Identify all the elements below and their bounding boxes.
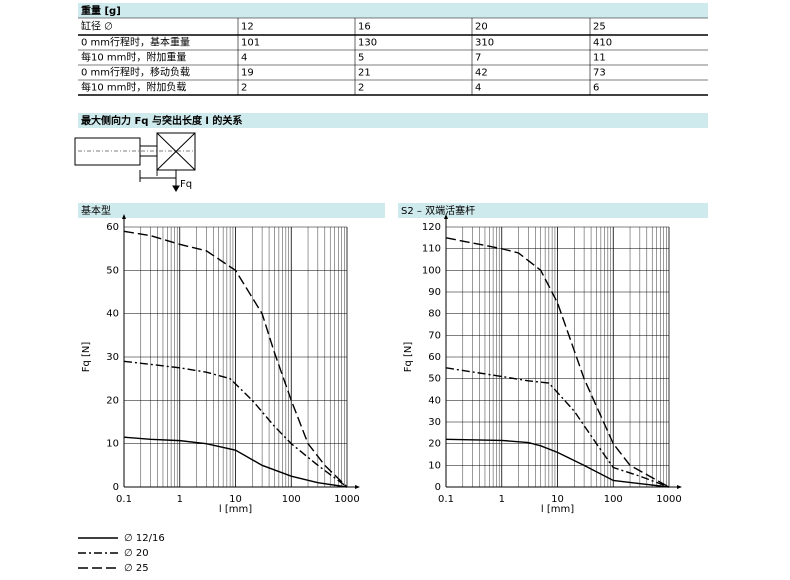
table-cell: 310 [475, 38, 494, 49]
chart-title: S2 – 双端活塞杆 [401, 204, 475, 217]
x-tick-label: 100 [604, 494, 623, 505]
series-line [445, 438, 670, 488]
x-tick-label: 0.1 [438, 494, 454, 505]
x-tick-label: 1 [177, 494, 183, 505]
table-cell: 每10 mm时，附加重量 [81, 51, 186, 64]
y-tick-label: 50 [106, 265, 119, 276]
table-cell: 130 [358, 38, 377, 49]
table-cell: 19 [241, 68, 254, 79]
table-cell: 2 [241, 83, 247, 94]
table-cell: 2 [358, 83, 364, 94]
y-tick-label: 20 [428, 439, 441, 450]
legend-label: ∅ 25 [124, 563, 149, 574]
series-line [123, 360, 348, 488]
table-cell: 5 [358, 53, 364, 64]
series-line [445, 237, 670, 488]
axis-arrow [122, 214, 126, 219]
table-cell: 73 [593, 68, 606, 79]
table-cell: 每10 mm时，附加负载 [81, 81, 186, 94]
length-label: l [156, 168, 159, 179]
y-tick-label: 40 [428, 395, 441, 406]
x-tick-label: 1000 [334, 494, 359, 505]
x-tick-label: 10 [551, 494, 564, 505]
force-label: Fq [180, 179, 192, 190]
y-tick-label: 90 [428, 287, 441, 298]
axis-arrow [444, 214, 448, 219]
table-cell: 6 [593, 83, 599, 94]
table-cell: 缸径 ∅ [81, 20, 113, 33]
y-axis-label: Fq [N] [403, 342, 414, 373]
table-cell: 12 [241, 22, 254, 33]
chart-title: 基本型 [81, 204, 111, 217]
y-tick-label: 20 [106, 395, 119, 406]
series-line [445, 367, 670, 488]
table-cell: 0 mm行程时，移动负载 [81, 66, 190, 79]
y-tick-label: 0 [435, 482, 441, 493]
table-cell: 4 [475, 83, 481, 94]
legend-label: ∅ 20 [124, 548, 149, 559]
section-bar [78, 113, 708, 128]
section-title: 重量 [g] [81, 4, 121, 17]
chart-header [78, 203, 385, 218]
table-cell: 0 mm行程时，基本重量 [81, 36, 190, 49]
table-cell: 11 [593, 53, 606, 64]
chart-header [398, 203, 708, 218]
x-tick-label: 0.1 [116, 494, 132, 505]
table-cell: 42 [475, 68, 488, 79]
x-tick-label: 1000 [656, 494, 681, 505]
y-tick-label: 30 [428, 417, 441, 428]
table-cell: 101 [241, 38, 260, 49]
table-cell: 7 [475, 53, 481, 64]
x-tick-label: 1 [499, 494, 505, 505]
section-title: 最大侧向力 Fq 与突出长度 l 的关系 [81, 114, 242, 127]
x-axis-label: l [mm] [541, 504, 574, 515]
y-tick-label: 40 [106, 309, 119, 320]
y-tick-label: 50 [428, 374, 441, 385]
y-tick-label: 70 [428, 330, 441, 341]
y-tick-label: 120 [422, 222, 441, 233]
series-line [123, 230, 348, 488]
y-tick-label: 110 [422, 244, 441, 255]
x-tick-label: 10 [229, 494, 242, 505]
y-axis-label: Fq [N] [81, 342, 92, 373]
table-cell: 410 [593, 38, 612, 49]
y-tick-label: 10 [106, 439, 119, 450]
legend-label: ∅ 12/16 [124, 533, 165, 544]
series-line [123, 436, 348, 488]
axis-arrow [677, 485, 682, 489]
table-cell: 16 [358, 22, 371, 33]
table-cell: 4 [241, 53, 247, 64]
y-tick-label: 0 [113, 482, 119, 493]
table-cell: 21 [358, 68, 371, 79]
y-tick-label: 80 [428, 309, 441, 320]
table-cell: 20 [475, 22, 488, 33]
table-cell: 25 [593, 22, 606, 33]
y-tick-label: 100 [422, 265, 441, 276]
y-tick-label: 30 [106, 352, 119, 363]
x-axis-label: l [mm] [219, 504, 252, 515]
axis-arrow [355, 485, 360, 489]
y-tick-label: 60 [428, 352, 441, 363]
x-tick-label: 100 [282, 494, 301, 505]
y-tick-label: 10 [428, 460, 441, 471]
section-bar [78, 3, 708, 18]
y-tick-label: 60 [106, 222, 119, 233]
cylinder-diagram [74, 132, 196, 192]
